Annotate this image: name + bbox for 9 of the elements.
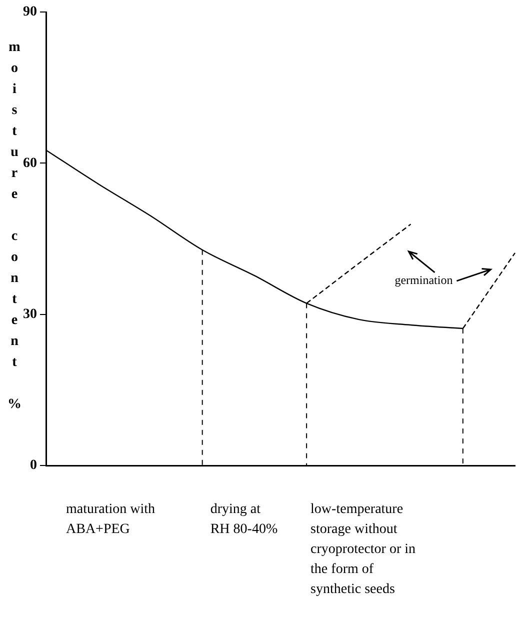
y-tick-label: 60 xyxy=(23,156,37,171)
y-tick-label: 90 xyxy=(23,4,37,20)
y-tick-label: 0 xyxy=(30,458,37,474)
y-tick-label: 30 xyxy=(23,307,37,322)
text: low-temperature storage without cryoprotector or in the form of synthetic seeds xyxy=(310,501,416,599)
annotation: germination xyxy=(394,273,453,288)
text: drying at RH 80-40% xyxy=(210,501,278,539)
y-axis-title: moisture content % xyxy=(6,40,22,418)
text: maturation with ABA+PEG xyxy=(66,501,156,539)
